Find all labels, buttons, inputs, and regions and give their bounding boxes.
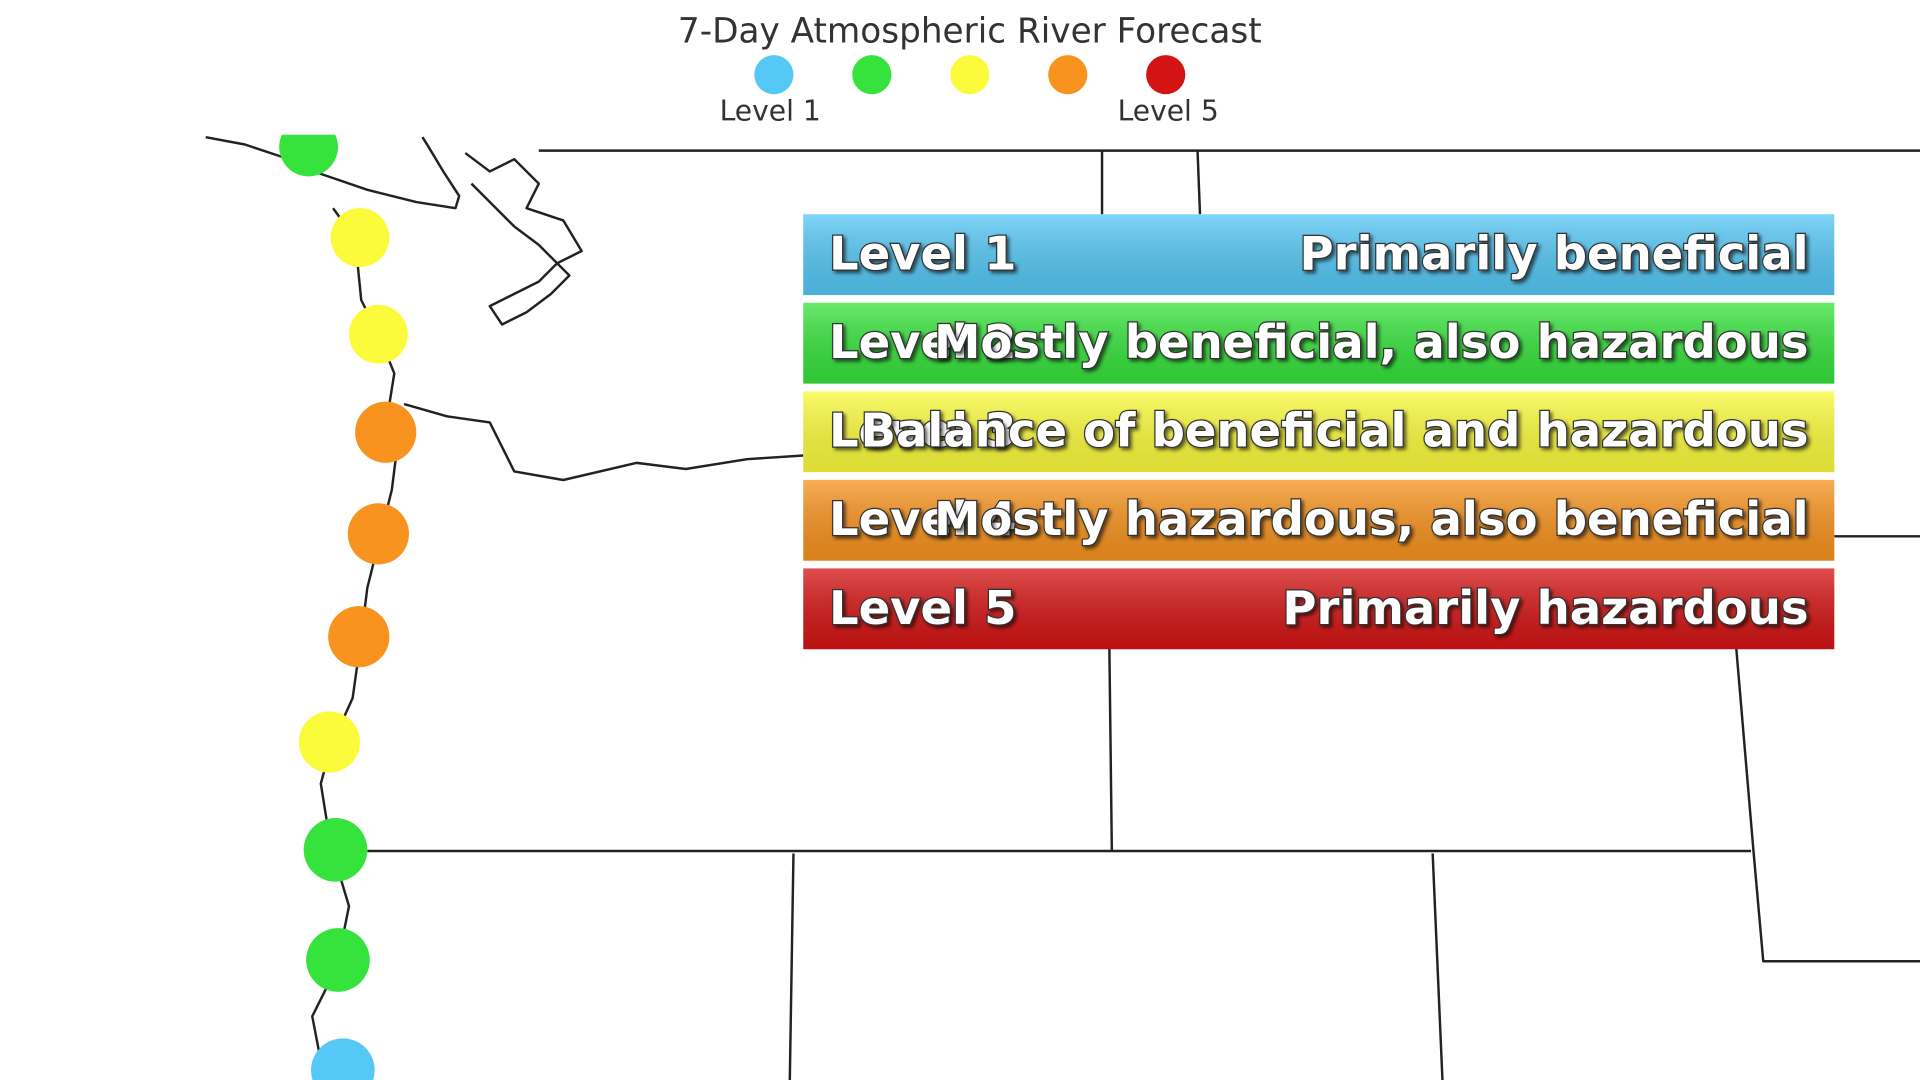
legend-low-label: Level 1 <box>720 95 821 128</box>
river <box>403 402 804 482</box>
level-bar-shade <box>803 568 1835 650</box>
legend-dot <box>950 55 990 95</box>
coast-dots <box>279 117 417 1080</box>
forecast-dot <box>303 817 368 882</box>
border <box>1735 648 1920 963</box>
legend-dot <box>754 55 794 95</box>
puget-sound <box>464 152 583 326</box>
level-description: Primarily hazardous <box>1282 581 1808 635</box>
forecast-dot <box>355 401 417 463</box>
title: 7-Day Atmospheric River Forecast <box>678 12 1262 52</box>
level-name: Level 3 <box>829 404 1017 458</box>
border <box>1196 150 1202 215</box>
forecast-dot <box>348 304 408 364</box>
level-bar-shade <box>803 479 1835 561</box>
forecast-dot <box>311 1038 375 1080</box>
level-name: Level 5 <box>829 581 1017 635</box>
level-row: Level 1 Primarily beneficial <box>803 214 1835 296</box>
legend-dot <box>1146 55 1186 95</box>
legend-dot <box>852 55 892 95</box>
level-bar-shade <box>803 302 1835 384</box>
legend-dot <box>1048 55 1088 95</box>
level-row: Level 5 Primarily hazardous <box>803 568 1835 650</box>
border <box>1431 853 1444 1080</box>
forecast-dot <box>347 503 409 565</box>
legend-high-label: Level 5 <box>1118 95 1219 128</box>
level-description: Mostly beneficial, also hazardous <box>934 315 1808 369</box>
level-name: Level 4 <box>829 492 1017 546</box>
level-name: Level 2 <box>829 315 1017 369</box>
level-description: Mostly hazardous, also beneficial <box>934 492 1808 546</box>
level-bar-shade <box>803 391 1835 473</box>
border <box>1108 648 1114 852</box>
level-description: Primarily beneficial <box>1300 227 1809 281</box>
forecast-dot <box>306 928 370 992</box>
forecast-dot <box>330 208 390 267</box>
level-name: Level 1 <box>829 227 1017 281</box>
level-bar-shade <box>803 214 1835 296</box>
forecast-dot <box>298 711 360 773</box>
forecast-dot <box>328 606 390 668</box>
border <box>788 853 795 1080</box>
coastline <box>205 135 461 210</box>
level-description: Balance of beneficial and hazardous <box>861 404 1809 458</box>
